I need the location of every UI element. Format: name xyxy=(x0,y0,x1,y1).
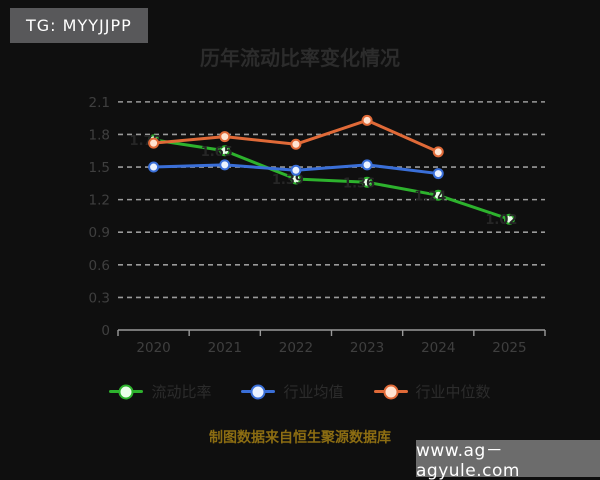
chart-title: 历年流动比率变化情况 xyxy=(200,46,400,70)
data-point xyxy=(290,164,302,176)
tg-badge: TG: MYYJJPP xyxy=(10,8,148,44)
legend-label: 行业中位数 xyxy=(415,383,491,401)
y-tick-label: 0.3 xyxy=(89,290,110,306)
data-point xyxy=(432,189,444,201)
data-point xyxy=(361,176,373,188)
data-point xyxy=(148,137,160,149)
data-point xyxy=(361,114,373,126)
data-point xyxy=(219,145,231,157)
y-tick-label: 0.6 xyxy=(89,258,110,274)
data-label: 1.24 xyxy=(414,189,446,204)
series-line xyxy=(152,138,511,221)
x-tick-label: 2024 xyxy=(421,340,455,356)
chart-area: 0 0.3 0.6 0.9 1.2 1.5 1.8 2.1 2020 2021 2022 2023 20… xyxy=(70,85,560,370)
x-tick-label: 2021 xyxy=(208,340,242,356)
y-tick-label: 2.1 xyxy=(89,95,110,111)
data-point xyxy=(219,131,231,143)
data-point xyxy=(503,213,515,225)
legend-label: 行业均值 xyxy=(283,383,344,401)
y-tick-label: 0.9 xyxy=(89,225,110,241)
data-point xyxy=(290,138,302,150)
data-label: 1.39 xyxy=(272,173,304,188)
y-tick-label: 1.5 xyxy=(89,160,110,176)
y-tick-label: 1.8 xyxy=(89,127,110,143)
x-tick-label: 2020 xyxy=(136,340,170,356)
line-circle-marker-icon xyxy=(109,384,144,399)
line-circle-marker-icon xyxy=(241,384,276,399)
x-tick-label: 2025 xyxy=(492,340,526,356)
data-point xyxy=(432,146,444,158)
legend-item-current-ratio[interactable]: 流动比率 xyxy=(109,381,211,402)
line-circle-marker-icon xyxy=(373,384,408,399)
data-point xyxy=(148,161,160,173)
data-label: 1.65 xyxy=(201,145,233,160)
watermark-url: www.ag－agyule.com xyxy=(416,440,600,480)
chart-legend: 流动比率 行业均值 行业中位数 xyxy=(0,381,600,402)
legend-item-industry-median[interactable]: 行业中位数 xyxy=(373,381,491,402)
x-tick-label: 2022 xyxy=(279,340,313,356)
data-label: 1.36 xyxy=(343,176,375,191)
legend-item-industry-mean[interactable]: 行业均值 xyxy=(241,381,344,402)
legend-label: 流动比率 xyxy=(151,383,212,401)
data-point xyxy=(432,168,444,180)
data-label: 1.02 xyxy=(485,213,517,228)
y-tick-label: 1.2 xyxy=(89,193,110,209)
data-point xyxy=(219,159,231,171)
line-chart: 0 0.3 0.6 0.9 1.2 1.5 1.8 2.1 2020 2021 2022 2023 20… xyxy=(89,95,546,356)
data-source-note: 制图数据来自恒生聚源数据库 xyxy=(209,430,391,446)
x-tick-label: 2023 xyxy=(350,340,384,356)
data-point xyxy=(361,159,373,171)
y-tick-label: 0 xyxy=(101,323,110,339)
